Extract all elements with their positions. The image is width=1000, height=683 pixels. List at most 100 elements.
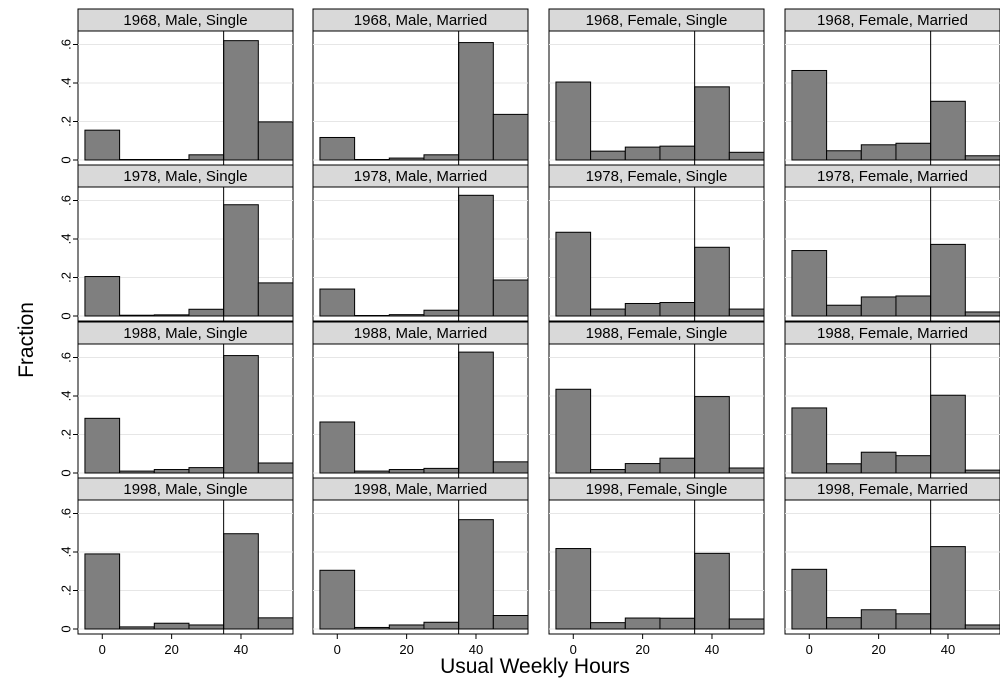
histogram-bar bbox=[895, 455, 932, 474]
histogram-bar bbox=[492, 461, 529, 474]
histogram-bar bbox=[153, 314, 190, 317]
panel: 1998, Female, Single 0 20 40 bbox=[548, 477, 765, 657]
y-axis-title: Fraction bbox=[15, 302, 38, 378]
y-tick-label: .4 bbox=[59, 547, 74, 558]
histogram-bar bbox=[694, 86, 730, 161]
histogram-bar bbox=[119, 626, 155, 630]
histogram-bar bbox=[84, 276, 121, 317]
x-axis-title: Usual Weekly Hours bbox=[440, 655, 630, 678]
y-tick-label: .6 bbox=[59, 508, 74, 519]
histogram-bar bbox=[354, 626, 390, 630]
histogram-bar bbox=[964, 155, 1000, 161]
histogram-bar bbox=[791, 568, 828, 630]
histogram-bar bbox=[826, 150, 862, 161]
histogram-bar bbox=[555, 388, 592, 474]
histogram-bar bbox=[388, 314, 425, 317]
histogram-bar bbox=[492, 113, 529, 161]
panel: 1978, Male, Married bbox=[312, 164, 529, 322]
histogram-bar bbox=[895, 142, 932, 161]
histogram-bar bbox=[930, 243, 966, 317]
histogram-bar bbox=[119, 470, 155, 474]
histogram-bar bbox=[188, 467, 225, 474]
x-tick-label: 20 bbox=[635, 642, 649, 657]
y-tick-label: .4 bbox=[59, 78, 74, 89]
panel-title: 1988, Female, Married bbox=[817, 325, 968, 342]
histogram-bar bbox=[119, 159, 155, 161]
histogram-bar bbox=[728, 308, 765, 317]
y-tick-label: 0 bbox=[59, 156, 74, 163]
y-tick-label: .6 bbox=[59, 39, 74, 50]
histogram-bar bbox=[791, 69, 828, 161]
histogram-bar bbox=[257, 121, 294, 161]
y-tick-label: .2 bbox=[59, 272, 74, 283]
histogram-bar bbox=[860, 144, 897, 161]
histogram-bar bbox=[388, 469, 425, 474]
histogram-bar bbox=[590, 150, 626, 161]
histogram-bar bbox=[964, 624, 1000, 630]
panel: 1978, Female, Married bbox=[784, 164, 1000, 322]
x-tick-label: 40 bbox=[941, 642, 955, 657]
panel: 1988, Female, Married bbox=[784, 321, 1000, 479]
histogram-bar bbox=[119, 314, 155, 317]
panel-title: 1988, Male, Single bbox=[123, 325, 247, 342]
histogram-bar bbox=[257, 282, 294, 317]
histogram-bar bbox=[555, 81, 592, 161]
histogram-bar bbox=[423, 309, 460, 317]
y-tick-label: 0 bbox=[59, 312, 74, 319]
histogram-bar bbox=[895, 613, 932, 630]
histogram-bar bbox=[257, 462, 294, 474]
histogram-bar bbox=[354, 159, 390, 161]
histogram-bar bbox=[319, 421, 356, 474]
histogram-bar bbox=[388, 624, 425, 630]
panel: 1978, Female, Single bbox=[548, 164, 765, 322]
histogram-bar bbox=[458, 519, 494, 630]
x-tick-label: 0 bbox=[806, 642, 813, 657]
histogram-bar bbox=[153, 622, 190, 630]
histogram-bar bbox=[319, 136, 356, 161]
panel: 1988, Male, Married bbox=[312, 321, 529, 479]
y-tick-label: 0 bbox=[59, 469, 74, 476]
panel: 1968, Male, Single 0 .2 .4 .6 bbox=[59, 8, 294, 166]
panel: 1998, Male, Married 0 20 40 bbox=[312, 477, 529, 657]
histogram-bar bbox=[590, 308, 626, 317]
panel: 1988, Female, Single bbox=[548, 321, 765, 479]
panel: 1998, Male, Single 0 .2 .4 .6 0 20 40 bbox=[59, 477, 294, 657]
histogram-bar bbox=[624, 146, 661, 161]
histogram-bar bbox=[188, 624, 225, 630]
histogram-bar bbox=[388, 157, 425, 161]
histogram-bar bbox=[458, 194, 494, 317]
panel: 1998, Female, Married 0 20 40 bbox=[784, 477, 1000, 657]
x-tick-label: 40 bbox=[234, 642, 248, 657]
y-tick-label: 0 bbox=[59, 625, 74, 632]
x-tick-label: 20 bbox=[399, 642, 413, 657]
y-tick-label: .4 bbox=[59, 391, 74, 402]
panel-title: 1988, Female, Single bbox=[586, 325, 728, 342]
histogram-bar bbox=[223, 533, 259, 630]
panel-title: 1978, Female, Married bbox=[817, 168, 968, 185]
y-tick-label: .6 bbox=[59, 195, 74, 206]
histogram-bar bbox=[659, 302, 696, 317]
histogram-bar bbox=[458, 351, 494, 474]
histogram-bar bbox=[492, 279, 529, 317]
panel: 1968, Female, Single bbox=[548, 8, 765, 166]
histogram-bar bbox=[791, 407, 828, 474]
histogram-bar bbox=[826, 463, 862, 474]
histogram-bar bbox=[860, 451, 897, 474]
histogram-bar bbox=[694, 552, 730, 630]
histogram-bar bbox=[694, 396, 730, 474]
histogram-bar bbox=[188, 154, 225, 161]
panel-title: 1978, Female, Single bbox=[586, 168, 728, 185]
x-tick-label: 40 bbox=[705, 642, 719, 657]
panel-title: 1978, Male, Married bbox=[354, 168, 487, 185]
histogram-bar bbox=[423, 621, 460, 630]
y-tick-label: .4 bbox=[59, 234, 74, 245]
panel-title: 1968, Female, Single bbox=[586, 12, 728, 29]
histogram-bar bbox=[354, 470, 390, 474]
histogram-bar bbox=[84, 417, 121, 474]
panel-title: 1998, Male, Single bbox=[123, 481, 247, 498]
histogram-bar bbox=[826, 304, 862, 317]
panel: 1968, Female, Married bbox=[784, 8, 1000, 166]
panel-title: 1968, Female, Married bbox=[817, 12, 968, 29]
panel-title: 1968, Male, Single bbox=[123, 12, 247, 29]
x-tick-label: 0 bbox=[570, 642, 577, 657]
